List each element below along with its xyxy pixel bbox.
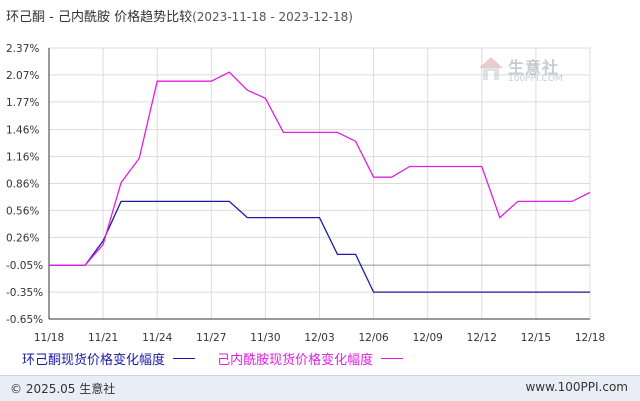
y-tick-label: 2.07%	[6, 70, 39, 82]
chart-title-text: 环己酮 - 己内酰胺 价格趋势比较	[6, 10, 193, 25]
y-tick-label: 1.77%	[6, 97, 39, 109]
x-tick-label: 11/18	[34, 332, 64, 344]
x-tick-label: 12/15	[521, 332, 551, 344]
series-line-2	[49, 71, 591, 266]
chart-legend: 环己酮现货价格变化幅度 己内酰胺现货价格变化幅度	[22, 349, 421, 368]
house-logo-icon	[479, 57, 503, 80]
x-tick-label: 12/12	[467, 332, 497, 344]
x-tick-label: 12/18	[575, 332, 605, 344]
legend-label-series1: 环己酮现货价格变化幅度	[22, 353, 166, 368]
x-tick-label: 12/09	[413, 332, 443, 344]
legend-label-series2: 己内酰胺现货价格变化幅度	[217, 353, 374, 368]
watermark-url: 100PPI.COM	[508, 74, 563, 84]
x-tick-label: 12/03	[304, 332, 334, 344]
x-tick-label: 12/06	[358, 332, 389, 344]
x-tick-label: 11/24	[142, 332, 173, 344]
legend-swatch-series1	[173, 358, 196, 359]
legend-item-series1: 环己酮现货价格变化幅度	[22, 349, 196, 368]
footer-bar: © 2025.05 生意社 www.100PPI.com	[0, 375, 640, 401]
series-line-1	[49, 200, 590, 293]
x-tick-label: 11/21	[88, 332, 118, 344]
chart-title: 环己酮 - 己内酰胺 价格趋势比较(2023-11-18 - 2023-12-1…	[6, 6, 353, 25]
y-tick-label: -0.35%	[6, 287, 43, 299]
legend-swatch-series2	[381, 358, 404, 359]
y-tick-label: 0.26%	[6, 232, 39, 244]
y-tick-label: -0.65%	[6, 314, 43, 326]
y-tick-label: 1.16%	[6, 152, 39, 164]
x-tick-label: 11/30	[250, 332, 280, 344]
chart-date-range: (2023-11-18 - 2023-12-18)	[192, 10, 353, 24]
watermark-logo: 生意社 100PPI.COM	[478, 54, 578, 88]
x-tick-label: 11/27	[196, 332, 226, 344]
y-tick-label: 1.46%	[6, 125, 39, 137]
y-tick-label: 0.56%	[6, 205, 39, 217]
legend-item-series2: 己内酰胺现货价格变化幅度	[217, 349, 404, 368]
watermark-name: 生意社	[508, 58, 560, 77]
line-chart: 2.37% 2.07% 1.77% 1.46% 1.16% 0.86% 0.56% 0.26%…	[6, 43, 605, 344]
y-tick-label: -0.05%	[6, 260, 43, 272]
y-tick-label: 2.37%	[6, 43, 39, 55]
footer-copyright: © 2025.05 生意社	[10, 382, 116, 396]
footer-site-link[interactable]: www.100PPI.com	[525, 380, 628, 394]
y-tick-label: 0.86%	[6, 179, 39, 191]
